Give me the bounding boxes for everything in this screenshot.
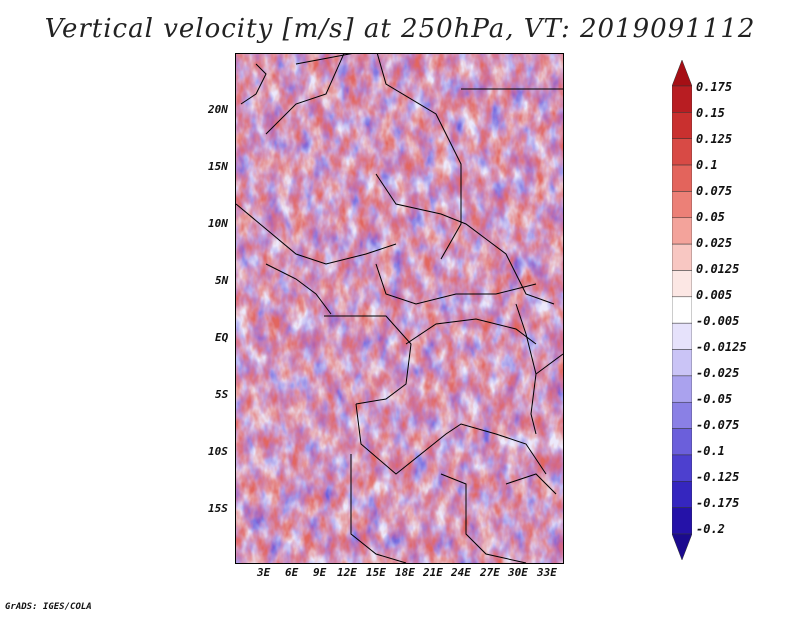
colorbar-label: 0.15 (696, 106, 725, 120)
lat-tick: 15N (208, 160, 228, 173)
colorbar-segment (672, 296, 692, 324)
colorbar-segment (672, 138, 692, 166)
colorbar-label: -0.125 (696, 470, 740, 484)
velocity-field (236, 54, 563, 563)
lat-tick: 10S (208, 445, 228, 458)
colorbar-segment (672, 85, 692, 113)
colorbar-label: -0.1 (696, 444, 725, 458)
footer-credit: GrADS: IGES/COLA (5, 602, 92, 612)
colorbar-label: 0.1 (696, 158, 718, 172)
colorbar-segment (672, 243, 692, 271)
velocity-map (235, 53, 564, 564)
lon-tick: 9E (313, 566, 327, 579)
lat-tick: 10N (208, 217, 228, 230)
lon-tick: 21E (423, 566, 443, 579)
lon-tick: 15E (366, 566, 386, 579)
lat-tick: 5S (215, 388, 229, 401)
colorbar-segment (672, 322, 692, 350)
colorbar-label: 0.125 (696, 132, 733, 146)
colorbar-segment (672, 217, 692, 245)
colorbar-label: -0.005 (696, 314, 740, 328)
lon-tick: 6E (285, 566, 299, 579)
lon-tick: 3E (257, 566, 271, 579)
colorbar-segment (672, 112, 692, 139)
colorbar-label: -0.025 (696, 366, 740, 380)
colorbar-label: 0.0125 (696, 262, 740, 276)
colorbar-label: 0.075 (696, 184, 733, 198)
lon-tick: 33E (537, 566, 557, 579)
lat-tick: 20N (208, 103, 228, 116)
lon-tick: 18E (395, 566, 415, 579)
colorbar-segment (672, 507, 692, 535)
colorbar-label: 0.005 (696, 288, 733, 302)
colorbar-label: -0.0125 (696, 340, 747, 354)
colorbar-segment (672, 401, 692, 429)
colorbar-segment (672, 164, 692, 192)
colorbar-segment (672, 270, 692, 298)
country-borders (236, 54, 563, 563)
colorbar-label: -0.2 (696, 522, 725, 536)
lon-tick: 12E (337, 566, 357, 579)
colorbar-segment (672, 428, 692, 456)
lon-tick: 27E (480, 566, 500, 579)
lon-tick: 24E (451, 566, 471, 579)
colorbar-label: 0.025 (696, 236, 733, 250)
colorbar-label: -0.075 (696, 418, 740, 432)
colorbar-segment (672, 454, 692, 482)
colorbar (672, 60, 692, 560)
colorbar-segment (672, 481, 692, 508)
lat-tick: 5N (215, 274, 229, 287)
colorbar-segment (672, 349, 692, 377)
colorbar-segment (672, 375, 692, 403)
colorbar-label: 0.175 (696, 80, 733, 94)
lat-tick: EQ (215, 331, 229, 344)
colorbar-segment (672, 60, 692, 87)
lat-tick: 15S (208, 502, 228, 515)
lon-tick: 30E (508, 566, 528, 579)
colorbar-label: -0.175 (696, 496, 740, 510)
map-title: Vertical velocity [m/s] at 250hPa, VT: 2… (44, 14, 756, 44)
colorbar-label: -0.05 (696, 392, 733, 406)
colorbar-segment (672, 533, 692, 560)
colorbar-segment (672, 191, 692, 219)
colorbar-label: 0.05 (696, 210, 725, 224)
